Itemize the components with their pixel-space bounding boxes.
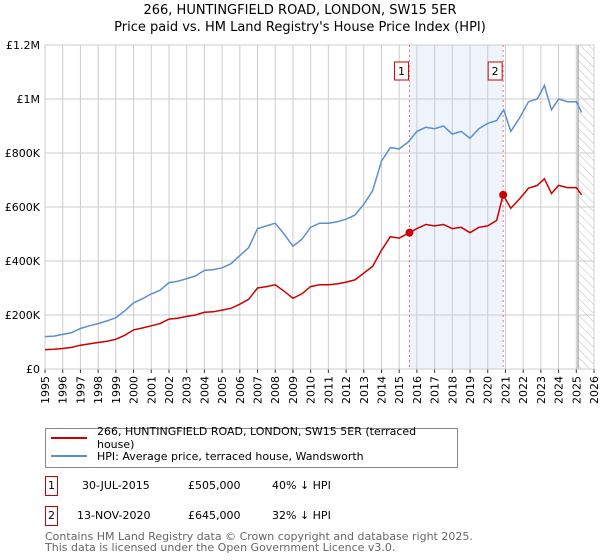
sale-price: £645,000 <box>188 509 241 522</box>
x-tick-label: 2002 <box>163 376 176 404</box>
sale-date: 13-NOV-2020 <box>77 509 151 522</box>
x-tick-label: 2024 <box>553 376 566 404</box>
x-tick-label: 2007 <box>252 376 265 404</box>
x-tick-label: 2011 <box>322 376 335 404</box>
hpi-line <box>44 83 583 338</box>
x-tick-label: 2020 <box>482 376 495 404</box>
x-tick-label: 2009 <box>287 376 300 404</box>
x-tick-label: 2022 <box>517 376 530 404</box>
legend-swatch-property <box>51 437 87 439</box>
x-tick-label: 2001 <box>145 376 158 404</box>
x-tick-label: 1996 <box>57 376 70 404</box>
x-tick-label: 2010 <box>305 376 318 404</box>
x-tick-label: 2017 <box>429 376 442 404</box>
x-tick-label: 2005 <box>216 376 229 404</box>
y-tick-label: £0 <box>26 363 40 376</box>
sale-delta: 32% ↓ HPI <box>272 509 331 522</box>
x-tick-label: 1997 <box>74 376 87 404</box>
x-tick-label: 2023 <box>535 376 548 404</box>
x-tick-label: 2025 <box>570 376 583 404</box>
sale-number-badge: 2 <box>45 506 58 526</box>
x-tick-label: 2016 <box>411 376 424 404</box>
x-tick-label: 2019 <box>464 376 477 404</box>
legend-label-hpi: HPI: Average price, terraced house, Wand… <box>97 449 364 463</box>
x-tick-label: 2013 <box>358 376 371 404</box>
sale-point <box>499 190 508 199</box>
x-tick-label: 2006 <box>234 376 247 404</box>
legend-swatch-hpi <box>51 455 87 457</box>
sale-point <box>405 228 414 237</box>
x-tick-label: 2026 <box>588 376 600 404</box>
x-tick-label: 2003 <box>181 376 194 404</box>
x-tick-label: 2004 <box>198 376 211 404</box>
legend: 266, HUNTINGFIELD ROAD, LONDON, SW15 5ER… <box>45 425 458 468</box>
legend-label-property: 266, HUNTINGFIELD ROAD, LONDON, SW15 5ER… <box>96 425 417 451</box>
x-tick-label: 2014 <box>375 376 388 404</box>
x-tick-label: 2012 <box>340 376 353 404</box>
sale-row-2: 2 13-NOV-2020 £645,000 32% ↓ HPI <box>45 506 545 526</box>
sale-label: 1 <box>398 65 405 78</box>
sale-delta: 40% ↓ HPI <box>272 479 331 492</box>
sale-date: 30-JUL-2015 <box>82 479 150 492</box>
sale-number-badge: 1 <box>45 476 58 496</box>
plot-area: 1995 1996 1997 1998 1999 2000 2001 2002 2003 2004… <box>5 39 600 404</box>
x-tick-label: 2000 <box>128 376 141 404</box>
property-price-line <box>44 177 583 351</box>
y-tick-label: £200K <box>5 309 41 322</box>
legend-item-property: 266, HUNTINGFIELD ROAD, LONDON, SW15 5ER… <box>46 425 457 451</box>
footer-line-2: This data is licensed under the Open Gov… <box>45 541 396 554</box>
sale-price: £505,000 <box>188 479 241 492</box>
x-tick-label: 1995 <box>39 376 52 404</box>
chart-title: 266, HUNTINGFIELD ROAD, LONDON, SW15 5ER <box>143 3 457 18</box>
footer-notice: Contains HM Land Registry data © Crown c… <box>45 531 473 553</box>
sale-label-box <box>487 61 503 81</box>
x-tick-label: 2018 <box>446 376 459 404</box>
x-tick-label: 2015 <box>393 376 406 404</box>
x-tick-label: 2008 <box>269 376 282 404</box>
x-tick-label: 1999 <box>110 376 123 404</box>
y-tick-label: £800K <box>5 147 41 160</box>
x-tick-label: 2021 <box>499 376 512 404</box>
sale-label-box <box>393 61 409 81</box>
y-tick-label: £400K <box>5 255 41 268</box>
chart-subtitle: Price paid vs. HM Land Registry's House … <box>114 20 486 35</box>
y-tick-label: £1M <box>17 93 41 106</box>
sale-label: 2 <box>492 65 499 78</box>
sale-row-1: 1 30-JUL-2015 £505,000 40% ↓ HPI <box>45 476 545 496</box>
footer-line-1: Contains HM Land Registry data © Crown c… <box>45 530 473 543</box>
x-tick-label: 1998 <box>92 376 105 404</box>
legend-item-hpi: HPI: Average price, terraced house, Wand… <box>46 447 364 465</box>
plot-frame <box>44 44 595 370</box>
y-tick-label: £600K <box>5 201 41 214</box>
y-tick-label: £1.2M <box>6 39 40 52</box>
